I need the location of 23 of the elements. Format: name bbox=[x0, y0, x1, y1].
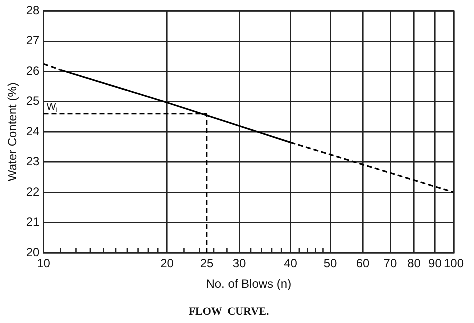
x-tick-label: 20 bbox=[160, 256, 174, 271]
x-tick-label: 30 bbox=[232, 256, 246, 271]
x-tick-label: 90 bbox=[428, 256, 442, 271]
x-tick-label: 40 bbox=[284, 256, 298, 271]
x-tick-label: 70 bbox=[384, 256, 398, 271]
x-tick-label: 25 bbox=[200, 256, 214, 271]
y-tick-label: 28 bbox=[26, 4, 40, 18]
x-tick-label: 80 bbox=[408, 256, 422, 271]
y-axis-title: Water Content (%) bbox=[6, 82, 20, 182]
y-tick-label: 26 bbox=[26, 64, 40, 78]
y-tick-label: 21 bbox=[26, 215, 40, 230]
y-tick-label: 22 bbox=[26, 184, 40, 199]
x-axis-title: No. of Blows (n) bbox=[206, 276, 292, 291]
y-tick-label: 20 bbox=[26, 245, 40, 260]
y-tick-label: 27 bbox=[26, 34, 40, 48]
x-tick-label: 60 bbox=[356, 256, 370, 271]
y-tick-label: 23 bbox=[26, 154, 40, 169]
text: FLOW CURVE. bbox=[188, 306, 270, 318]
y-tick-label: 25 bbox=[26, 94, 40, 108]
x-tick-label: 10 bbox=[37, 256, 51, 271]
x-tick-label: 50 bbox=[324, 256, 338, 271]
y-tick-label: 24 bbox=[26, 124, 40, 138]
x-tick-label: 100 bbox=[444, 256, 464, 271]
